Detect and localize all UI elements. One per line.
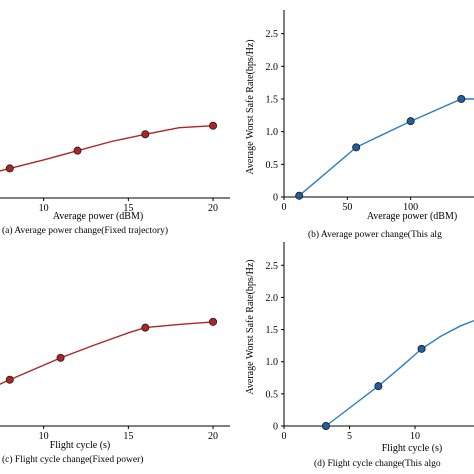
panel-b-caption: (b) Average power change(This alg [308, 229, 442, 240]
data-point [5, 164, 14, 173]
data-point [295, 191, 304, 200]
x-tick-label: 0 [282, 431, 287, 442]
y-tick-label: 0 [273, 422, 278, 433]
x-tick-label: 10 [39, 431, 49, 442]
panel-a-xlabel: Average power (dBM) [53, 211, 143, 222]
data-point [352, 143, 361, 152]
y-tick-label: 2.0 [266, 293, 279, 304]
x-tick-label: 10 [410, 431, 420, 442]
y-tick-label: 0.5 [266, 389, 279, 400]
data-point [321, 421, 330, 430]
series-line [0, 321, 214, 385]
y-tick-label: 1.0 [266, 127, 279, 138]
x-tick-label: 50 [342, 202, 352, 213]
data-point [417, 344, 426, 353]
series-line [298, 98, 474, 197]
panel-d-xlabel: Flight cycle (s) [382, 443, 443, 454]
x-tick-label: 10 [39, 203, 49, 214]
y-tick-label: 2.5 [266, 29, 279, 40]
x-tick-label: 15 [123, 203, 133, 214]
panel-b-ylabel: Average Worst Safe Rate(bps/Hz) [245, 39, 256, 174]
panel-d-caption: (d) Flight cycle change(This algo [314, 458, 441, 469]
data-point [406, 117, 415, 126]
chart-panel-b: 0 50 100 0 0.5 1.0 1.5 2.0 2.5 [266, 10, 474, 213]
y-tick-label: 2.0 [266, 62, 279, 73]
data-point [209, 317, 218, 326]
x-tick-label: 5 [347, 431, 352, 442]
panel-c-caption: (c) Flight cycle change(Fixed power) [2, 454, 143, 465]
y-tick-label: 2.5 [266, 261, 279, 272]
data-point [73, 146, 82, 155]
data-point [5, 375, 14, 384]
data-point [56, 353, 65, 362]
data-point [457, 94, 466, 103]
chart-panel-d: 0 5 10 0 0.5 1.0 1.5 2.0 2.5 [266, 242, 474, 442]
series-line [0, 125, 214, 172]
data-point [209, 121, 218, 130]
x-tick-label: 100 [403, 202, 418, 213]
x-tick-label: 20 [208, 203, 218, 214]
panel-d-ylabel: Average Worst Safe Rate(bps/Hz) [245, 259, 256, 394]
data-point [141, 130, 150, 139]
y-tick-label: 0 [273, 193, 278, 204]
y-tick-label: 1.5 [266, 94, 279, 105]
panel-a-caption: (a) Average power change(Fixed trajector… [2, 225, 168, 236]
x-tick-label: 15 [123, 431, 133, 442]
data-point [141, 323, 150, 332]
y-tick-label: 1.0 [266, 357, 279, 368]
y-tick-label: 0.5 [266, 160, 279, 171]
data-point [374, 382, 383, 391]
x-tick-label: 0 [282, 202, 287, 213]
series-line [325, 319, 474, 427]
panel-b-xlabel: Average power (dBM) [367, 211, 457, 222]
panel-c-xlabel: Flight cycle (s) [50, 440, 111, 451]
x-tick-label: 20 [208, 431, 218, 442]
y-tick-label: 1.5 [266, 325, 279, 336]
